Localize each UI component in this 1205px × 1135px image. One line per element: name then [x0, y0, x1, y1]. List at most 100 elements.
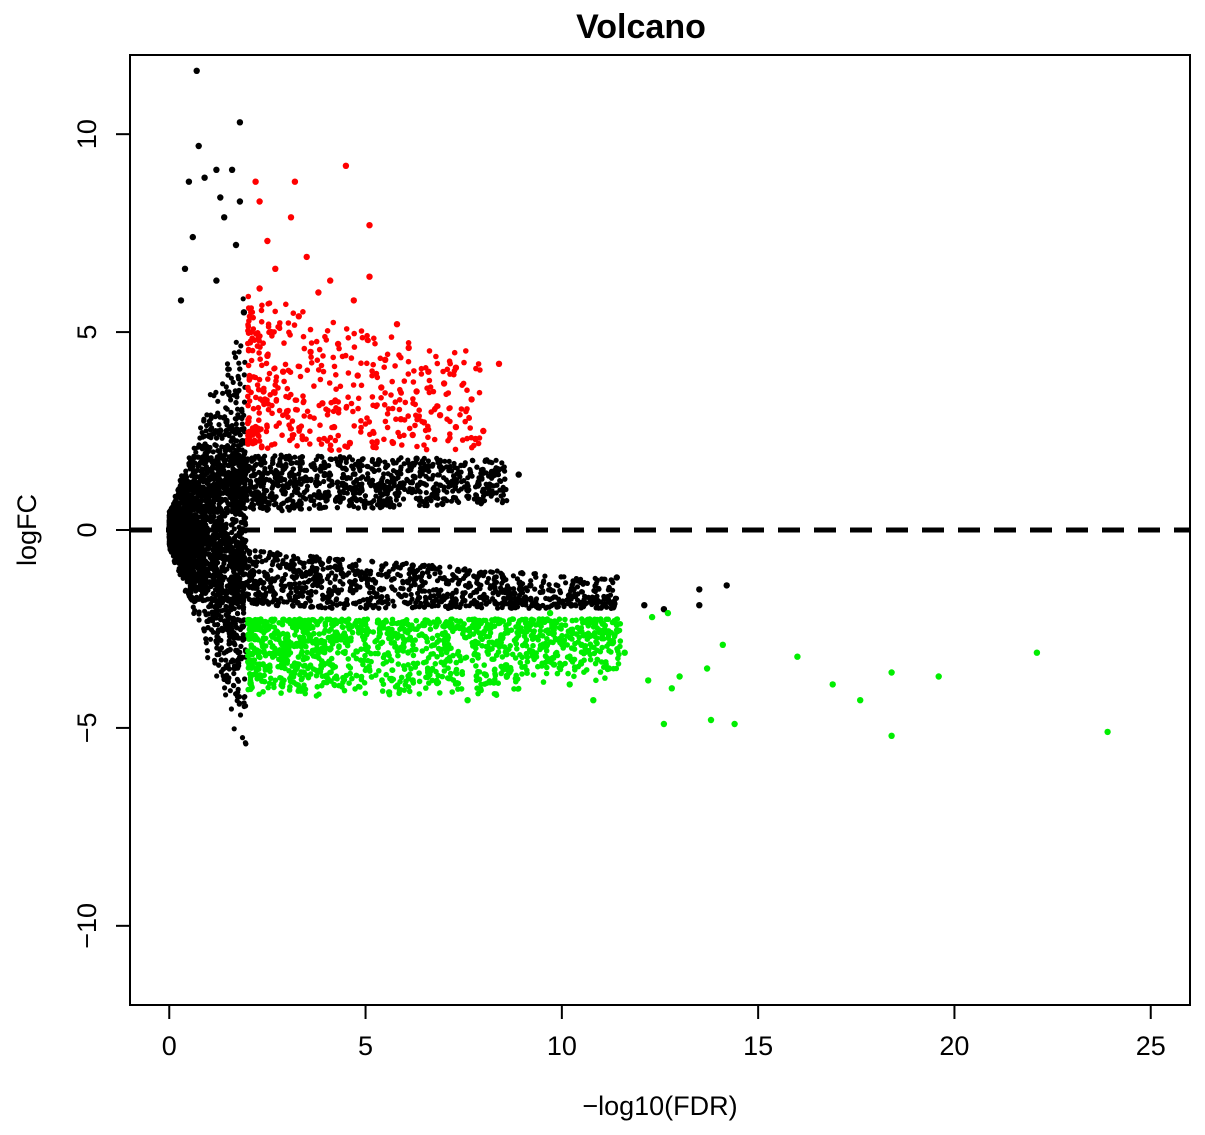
gene-point-not-significant: [203, 504, 210, 510]
gene-point-not-significant: [578, 576, 584, 583]
gene-point-not-significant: [288, 469, 295, 475]
gene-point-not-significant: [341, 474, 347, 480]
gene-point-not-significant: [239, 408, 245, 415]
gene-point-not-significant: [208, 415, 214, 422]
gene-point-not-significant: [239, 414, 245, 421]
gene-point-not-significant: [229, 427, 235, 433]
gene-point-not-significant: [231, 392, 237, 398]
gene-point-not-significant: [474, 464, 480, 470]
gene-point-not-significant: [211, 657, 218, 664]
gene-point-not-significant: [317, 603, 324, 609]
gene-point-not-significant: [366, 500, 372, 506]
gene-point-not-significant: [214, 566, 220, 572]
gene-point-not-significant: [224, 627, 230, 633]
gene-point-not-significant: [219, 532, 225, 538]
gene-point-not-significant: [306, 571, 312, 577]
gene-point-not-significant: [291, 488, 298, 494]
gene-point-not-significant: [261, 549, 267, 555]
gene-point-not-significant: [501, 464, 507, 470]
gene-point-not-significant: [491, 577, 497, 583]
gene-point-not-significant: [338, 458, 344, 464]
gene-point-not-significant: [213, 615, 219, 621]
gene-point-not-significant: [400, 496, 407, 502]
gene-point-not-significant: [449, 468, 455, 474]
gene-point-not-significant: [231, 526, 237, 532]
gene-point-not-significant: [373, 579, 379, 585]
gene-point-not-significant: [416, 604, 422, 610]
gene-point-not-significant: [533, 574, 539, 580]
gene-point-not-significant: [239, 623, 245, 630]
gene-point-not-significant: [580, 604, 587, 610]
gene-point-not-significant: [313, 589, 319, 595]
gene-point-not-significant: [257, 554, 263, 560]
gene-point-not-significant: [213, 443, 219, 449]
gene-point-not-significant: [214, 435, 220, 441]
gene-point-not-significant: [247, 584, 253, 591]
gene-point-not-significant: [254, 585, 260, 591]
gene-point-not-significant: [381, 586, 387, 592]
gene-point-not-significant: [205, 566, 211, 573]
gene-point-not-significant: [241, 610, 247, 616]
gene-point-not-significant: [457, 474, 463, 480]
gene-point-not-significant: [353, 587, 359, 593]
gene-point-not-significant: [239, 479, 245, 485]
gene-point-not-significant: [528, 595, 534, 602]
gene-point-not-significant: [332, 576, 338, 582]
gene-point-not-significant: [454, 568, 460, 574]
gene-point-not-significant: [498, 585, 504, 591]
gene-point-not-significant: [196, 479, 202, 485]
gene-point-not-significant: [405, 457, 411, 463]
gene-point-not-significant: [444, 591, 451, 597]
gene-point-not-significant: [217, 505, 223, 511]
gene-point-not-significant: [401, 599, 407, 605]
gene-point-not-significant: [415, 482, 421, 488]
gene-point-not-significant: [478, 497, 484, 503]
gene-point-not-significant: [278, 462, 284, 468]
gene-point-not-significant: [409, 479, 415, 485]
gene-point-not-significant: [297, 506, 303, 512]
gene-point-not-significant: [222, 482, 228, 488]
gene-point-not-significant: [334, 480, 340, 486]
gene-point-not-significant: [242, 676, 248, 682]
gene-point-not-significant: [584, 580, 591, 587]
gene-point-not-significant: [322, 605, 328, 611]
gene-point-not-significant: [276, 505, 282, 511]
gene-point-not-significant: [223, 384, 229, 390]
gene-point-not-significant: [241, 399, 248, 405]
gene-point-not-significant: [241, 426, 247, 432]
gene-point-not-significant: [421, 580, 427, 586]
gene-point-not-significant: [198, 425, 204, 431]
gene-point-not-significant: [456, 488, 462, 494]
gene-point-not-significant: [589, 594, 595, 600]
gene-point-not-significant: [314, 473, 320, 479]
gene-point-not-significant: [224, 566, 230, 572]
gene-point-not-significant: [343, 467, 349, 473]
gene-point-not-significant: [435, 472, 441, 478]
gene-point-not-significant: [214, 466, 221, 472]
gene-point-not-significant: [231, 606, 237, 612]
gene-point-not-significant: [215, 627, 221, 633]
gene-point-not-significant: [242, 557, 248, 564]
gene-point-not-significant: [367, 590, 373, 596]
gene-point-not-significant: [226, 641, 232, 647]
gene-point-not-significant: [375, 599, 382, 605]
gene-point-not-significant: [469, 457, 475, 463]
gene-point-not-significant: [226, 454, 232, 460]
gene-point-not-significant: [253, 484, 259, 490]
gene-point-not-significant: [258, 499, 264, 505]
gene-point-not-significant: [451, 473, 457, 479]
gene-point-not-significant: [202, 608, 208, 614]
gene-point-not-significant: [288, 590, 294, 596]
gene-point-not-significant: [283, 461, 289, 467]
gene-point-not-significant: [244, 493, 250, 499]
gene-point-not-significant: [220, 666, 226, 672]
gene-point-not-significant: [540, 602, 546, 609]
gene-point-not-significant: [218, 428, 224, 434]
gene-point-not-significant: [493, 457, 499, 463]
gene-point-not-significant: [242, 359, 248, 365]
gene-point-not-significant: [352, 578, 358, 584]
gene-point-not-significant: [306, 558, 312, 565]
gene-point-not-significant: [218, 608, 224, 614]
gene-point-not-significant: [254, 454, 260, 460]
gene-point-not-significant: [416, 502, 423, 508]
